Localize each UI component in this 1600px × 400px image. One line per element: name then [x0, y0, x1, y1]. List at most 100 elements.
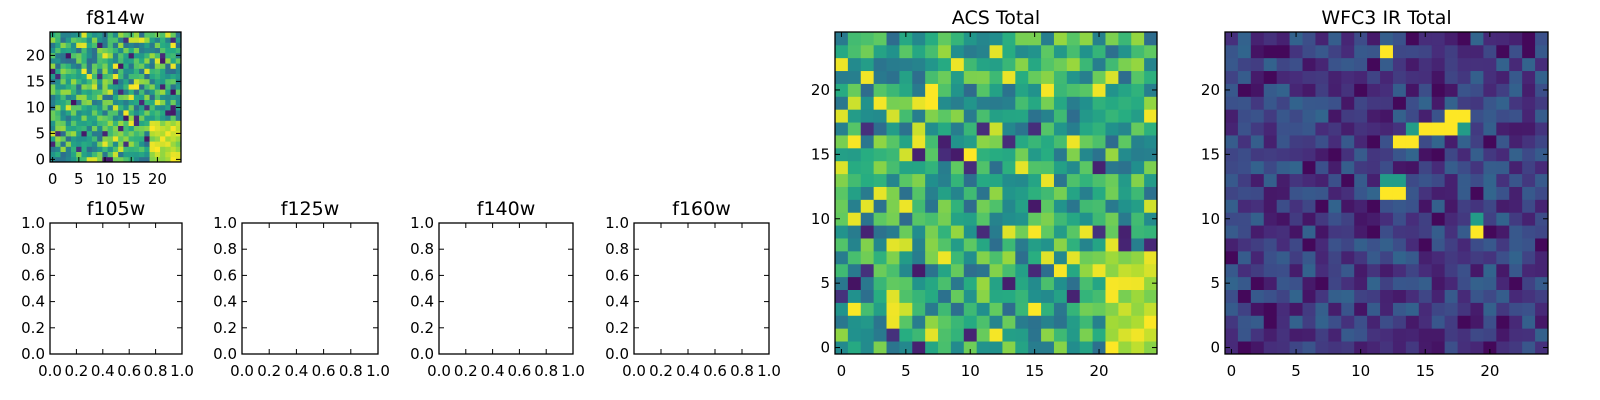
- heatmap-cell: [873, 173, 887, 187]
- heatmap-cell: [86, 130, 93, 137]
- heatmap-cell: [1066, 199, 1081, 213]
- heatmap-cell: [55, 141, 61, 147]
- heatmap-cell: [1470, 341, 1484, 355]
- heatmap-cell: [97, 58, 103, 64]
- heatmap-cell: [963, 44, 978, 59]
- heatmap-cell: [128, 136, 135, 142]
- heatmap-cell: [1144, 173, 1158, 187]
- heatmap-cell: [1380, 44, 1394, 59]
- heatmap-cell: [1131, 135, 1145, 149]
- heatmap-cell: [128, 104, 135, 111]
- heatmap-cell: [97, 63, 103, 69]
- heatmap-cell: [1225, 199, 1239, 213]
- heatmap-cell: [899, 57, 913, 72]
- heatmap-cell: [1392, 250, 1407, 265]
- heatmap-cell: [1105, 70, 1119, 84]
- heatmap-cell: [1053, 199, 1068, 213]
- heatmap-cell: [886, 263, 900, 278]
- y-tick-label: 0: [35, 150, 45, 168]
- heatmap-cell: [55, 58, 61, 64]
- panel-title: f814w: [86, 7, 145, 29]
- heatmap-cell: [1496, 315, 1510, 329]
- heatmap-cell: [1276, 96, 1290, 110]
- heatmap-cell: [1092, 109, 1106, 123]
- heatmap-cell: [1105, 83, 1119, 97]
- heatmap-cell: [1079, 57, 1093, 72]
- heatmap-cell: [950, 109, 965, 123]
- heatmap-cell: [963, 109, 978, 123]
- heatmap-cell: [1250, 302, 1265, 316]
- heatmap-cell: [154, 130, 161, 137]
- heatmap-cell: [1092, 186, 1106, 200]
- heatmap-cell: [1053, 173, 1068, 187]
- heatmap-cell: [1105, 250, 1119, 265]
- heatmap-cell: [107, 58, 114, 64]
- y-tick-label: 0.4: [410, 293, 434, 311]
- heatmap-cell: [76, 125, 82, 132]
- heatmap-cell: [1105, 225, 1119, 239]
- heatmap-cell: [1354, 147, 1368, 162]
- heatmap-cell: [154, 120, 161, 126]
- heatmap-cell: [1118, 70, 1132, 84]
- heatmap-cell: [950, 199, 965, 213]
- heatmap-cell: [1483, 238, 1497, 252]
- heatmap-cell: [1341, 225, 1355, 239]
- heatmap-cell: [1380, 341, 1394, 355]
- heatmap-cell: [128, 52, 135, 59]
- heatmap-cell: [139, 63, 145, 69]
- heatmap-cell: [1015, 135, 1029, 149]
- heatmap-cell: [899, 147, 913, 162]
- heatmap-cell: [1144, 109, 1158, 123]
- heatmap-cell: [123, 151, 129, 158]
- heatmap-cell: [107, 120, 114, 126]
- heatmap-cell: [91, 125, 98, 132]
- heatmap-cell: [76, 99, 82, 106]
- heatmap-cell: [976, 83, 990, 97]
- heatmap-cell: [165, 94, 171, 100]
- heatmap-cell: [149, 146, 156, 152]
- heatmap-cell: [112, 151, 119, 158]
- heatmap-cell: [1066, 328, 1081, 342]
- heatmap-cell: [925, 173, 939, 187]
- heatmap-cell: [107, 94, 114, 100]
- heatmap-cell: [1405, 44, 1420, 59]
- heatmap-cell: [925, 289, 939, 303]
- heatmap-cell: [1302, 289, 1316, 303]
- heatmap-cell: [149, 63, 156, 69]
- heatmap-cell: [1392, 328, 1407, 342]
- heatmap-cell: [1131, 173, 1145, 187]
- heatmap-cell: [1066, 238, 1081, 252]
- heatmap-cell: [1418, 276, 1433, 290]
- heatmap-cell: [76, 73, 82, 80]
- heatmap-cell: [139, 110, 145, 116]
- heatmap-cell: [1354, 289, 1368, 303]
- heatmap-cell: [107, 47, 114, 54]
- heatmap-cell: [70, 89, 77, 95]
- heatmap-cell: [1431, 212, 1446, 226]
- heatmap-cell: [989, 328, 1003, 342]
- heatmap-cell: [1053, 212, 1068, 226]
- heatmap-cell: [107, 151, 114, 158]
- heatmap-cell: [128, 42, 135, 48]
- heatmap-cell: [81, 63, 88, 69]
- heatmap-cell: [1118, 302, 1132, 316]
- heatmap-cell: [835, 96, 849, 110]
- heatmap-cell: [81, 84, 88, 90]
- heatmap-cell: [873, 263, 887, 278]
- heatmap-cell: [1392, 186, 1407, 200]
- heatmap-cell: [1341, 238, 1355, 252]
- heatmap-cell: [1289, 109, 1303, 123]
- heatmap-cell: [1225, 238, 1239, 252]
- heatmap-cell: [860, 328, 875, 342]
- heatmap-cell: [847, 302, 862, 316]
- heatmap-cell: [1380, 250, 1394, 265]
- heatmap-cell: [950, 225, 965, 239]
- heatmap-cell: [1237, 32, 1252, 46]
- heatmap-cell: [1079, 263, 1093, 278]
- heatmap-cell: [112, 130, 119, 137]
- heatmap-cell: [950, 57, 965, 72]
- heatmap-cell: [70, 146, 77, 152]
- heatmap-cell: [860, 212, 875, 226]
- heatmap-cell: [1289, 70, 1303, 84]
- heatmap-cell: [123, 94, 129, 100]
